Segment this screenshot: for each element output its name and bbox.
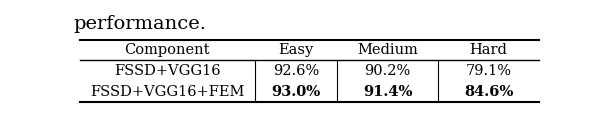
- Text: 84.6%: 84.6%: [464, 85, 513, 99]
- Text: performance.: performance.: [73, 15, 206, 33]
- Text: Hard: Hard: [469, 43, 507, 57]
- Text: 90.2%: 90.2%: [364, 64, 411, 78]
- Text: 79.1%: 79.1%: [466, 64, 512, 78]
- Text: FSSD+VGG16: FSSD+VGG16: [114, 64, 220, 78]
- Text: FSSD+VGG16+FEM: FSSD+VGG16+FEM: [90, 85, 245, 99]
- Text: 92.6%: 92.6%: [272, 64, 319, 78]
- Text: 93.0%: 93.0%: [271, 85, 320, 99]
- Text: Easy: Easy: [278, 43, 313, 57]
- Text: Medium: Medium: [357, 43, 418, 57]
- Text: Component: Component: [124, 43, 210, 57]
- Text: 91.4%: 91.4%: [363, 85, 413, 99]
